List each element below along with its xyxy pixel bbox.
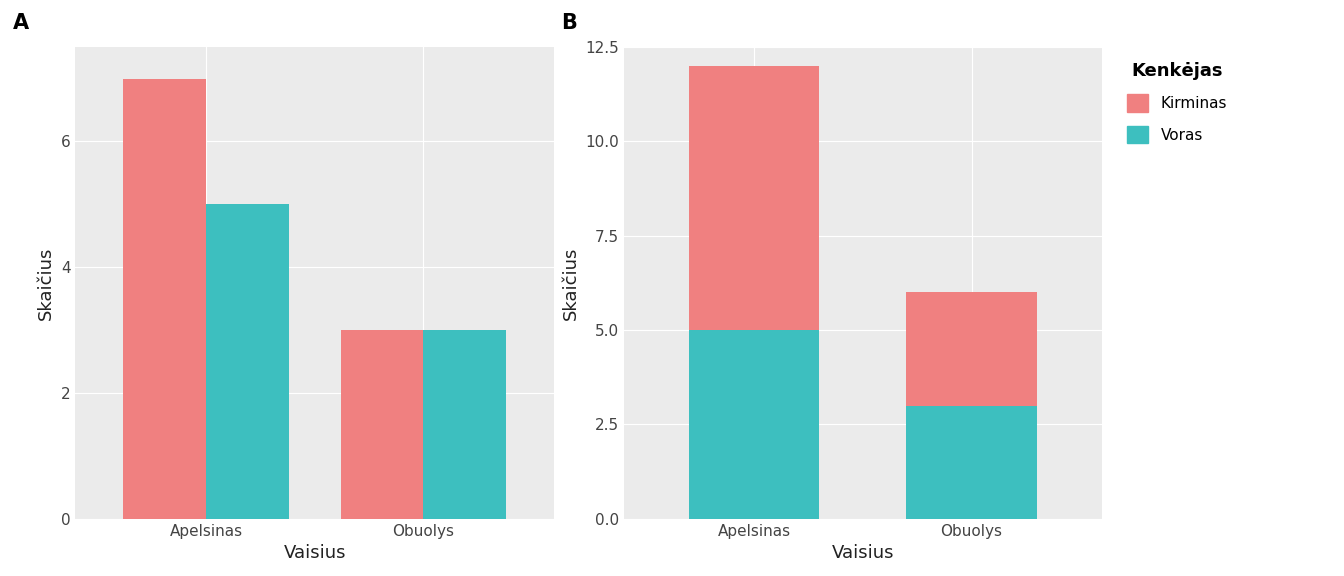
Text: A: A (13, 13, 30, 33)
Bar (341, 330, 423, 519)
Legend: Kirminas, Voras: Kirminas, Voras (1120, 55, 1235, 151)
Bar (124, 79, 206, 519)
X-axis label: Vaisius: Vaisius (284, 544, 345, 562)
Text: B: B (562, 13, 577, 33)
Bar (906, 293, 1036, 406)
X-axis label: Vaisius: Vaisius (832, 544, 894, 562)
Bar (689, 330, 820, 519)
Bar (206, 204, 289, 519)
Y-axis label: Skaičius: Skaičius (562, 247, 579, 320)
Y-axis label: Skaičius: Skaičius (38, 247, 55, 320)
Bar (689, 66, 820, 330)
Bar (906, 406, 1036, 519)
Bar (423, 330, 507, 519)
